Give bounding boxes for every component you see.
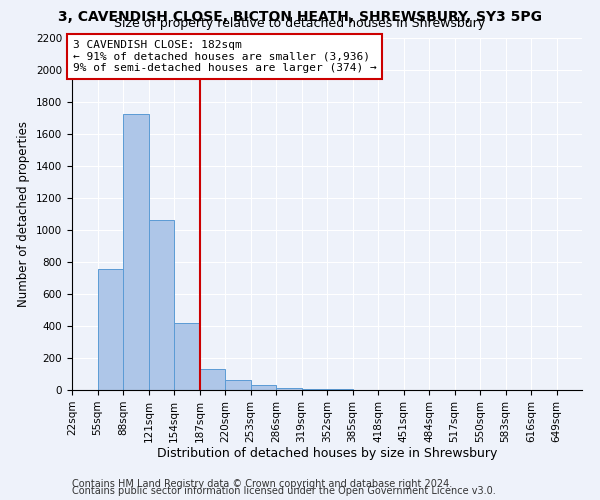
Y-axis label: Number of detached properties: Number of detached properties bbox=[17, 120, 31, 306]
Bar bbox=[225, 380, 251, 390]
Text: Size of property relative to detached houses in Shrewsbury: Size of property relative to detached ho… bbox=[115, 18, 485, 30]
Bar bbox=[302, 388, 327, 390]
Text: Contains public sector information licensed under the Open Government Licence v3: Contains public sector information licen… bbox=[72, 486, 496, 496]
Bar bbox=[276, 388, 302, 390]
Text: Contains HM Land Registry data © Crown copyright and database right 2024.: Contains HM Land Registry data © Crown c… bbox=[72, 479, 452, 489]
Bar bbox=[174, 323, 199, 390]
Bar bbox=[149, 220, 174, 390]
Text: 3, CAVENDISH CLOSE, BICTON HEATH, SHREWSBURY, SY3 5PG: 3, CAVENDISH CLOSE, BICTON HEATH, SHREWS… bbox=[58, 10, 542, 24]
Text: 3 CAVENDISH CLOSE: 182sqm
← 91% of detached houses are smaller (3,936)
9% of sem: 3 CAVENDISH CLOSE: 182sqm ← 91% of detac… bbox=[73, 40, 377, 73]
Bar bbox=[199, 369, 225, 390]
Bar bbox=[97, 268, 123, 390]
Bar bbox=[251, 385, 276, 390]
X-axis label: Distribution of detached houses by size in Shrewsbury: Distribution of detached houses by size … bbox=[157, 448, 497, 460]
Bar bbox=[327, 389, 353, 390]
Bar bbox=[123, 114, 149, 390]
